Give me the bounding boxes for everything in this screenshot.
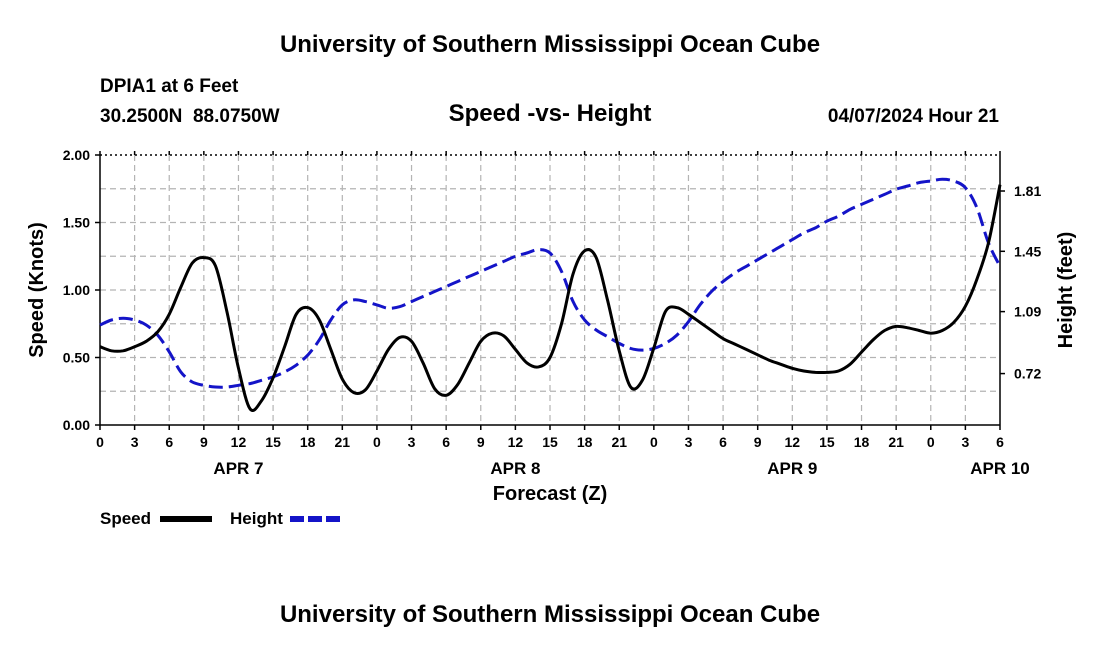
x-tick-label: 9 bbox=[754, 434, 762, 450]
y-left-tick-label: 0.00 bbox=[63, 417, 90, 433]
x-tick-label: 21 bbox=[611, 434, 627, 450]
x-tick-label: 21 bbox=[888, 434, 904, 450]
x-tick-label: 15 bbox=[265, 434, 281, 450]
y-left-tick-label: 1.50 bbox=[63, 215, 90, 231]
day-label: APR 7 bbox=[213, 459, 263, 478]
x-tick-label: 3 bbox=[408, 434, 416, 450]
speed-series-line bbox=[99, 184, 1002, 413]
x-tick-label: 3 bbox=[961, 434, 969, 450]
x-tick-label: 12 bbox=[508, 434, 524, 450]
x-tick-label: 21 bbox=[335, 434, 351, 450]
legend-speed-swatch bbox=[160, 516, 212, 522]
x-tick-label: 6 bbox=[442, 434, 450, 450]
legend-height-swatch bbox=[290, 516, 342, 522]
x-tick-label: 12 bbox=[231, 434, 247, 450]
x-tick-label: 0 bbox=[927, 434, 935, 450]
legend-speed-label: Speed bbox=[100, 509, 152, 528]
footer-title: University of Southern Mississippi Ocean… bbox=[279, 601, 821, 628]
height-series-line bbox=[99, 177, 1002, 389]
x-tick-label: 0 bbox=[650, 434, 658, 450]
x-tick-label: 9 bbox=[477, 434, 485, 450]
x-tick-label: 18 bbox=[854, 434, 870, 450]
y-left-axis-title: Speed (Knots) bbox=[26, 222, 48, 358]
y-right-tick-label: 0.72 bbox=[1014, 366, 1041, 382]
x-tick-label: 3 bbox=[685, 434, 693, 450]
x-tick-label: 18 bbox=[577, 434, 593, 450]
x-tick-label: 6 bbox=[719, 434, 727, 450]
station-name: DPIA1 at 6 Feet bbox=[100, 76, 239, 97]
x-tick-label: 15 bbox=[819, 434, 835, 450]
y-right-tick-label: 1.81 bbox=[1014, 183, 1041, 199]
x-tick-label: 12 bbox=[785, 434, 801, 450]
x-tick-label: 6 bbox=[996, 434, 1004, 450]
y-left-tick-label: 0.50 bbox=[63, 350, 90, 366]
y-right-tick-label: 1.45 bbox=[1014, 243, 1041, 259]
day-label: APR 9 bbox=[767, 459, 817, 478]
x-tick-label: 6 bbox=[165, 434, 173, 450]
x-tick-label: 15 bbox=[542, 434, 558, 450]
x-tick-label: 18 bbox=[300, 434, 316, 450]
x-tick-label: 3 bbox=[131, 434, 139, 450]
x-tick-label: 0 bbox=[96, 434, 104, 450]
y-right-axis-title: Height (feet) bbox=[1055, 232, 1077, 349]
y-left-tick-label: 1.00 bbox=[63, 282, 90, 298]
legend-height-label: Height bbox=[230, 509, 283, 528]
day-label: APR 8 bbox=[490, 459, 540, 478]
x-axis-title: Forecast (Z) bbox=[493, 483, 607, 505]
forecast-datetime: 04/07/2024 Hour 21 bbox=[827, 106, 999, 127]
y-left-tick-label: 2.00 bbox=[63, 147, 90, 163]
page-title: University of Southern Mississippi Ocean… bbox=[279, 31, 821, 58]
station-coordinates: 30.2500N 88.0750W bbox=[100, 106, 280, 127]
y-right-tick-label: 1.09 bbox=[1014, 304, 1041, 320]
x-tick-label: 0 bbox=[373, 434, 381, 450]
x-tick-label: 9 bbox=[200, 434, 208, 450]
chart-title: Speed -vs- Height bbox=[448, 100, 652, 127]
day-label: APR 10 bbox=[970, 459, 1030, 478]
